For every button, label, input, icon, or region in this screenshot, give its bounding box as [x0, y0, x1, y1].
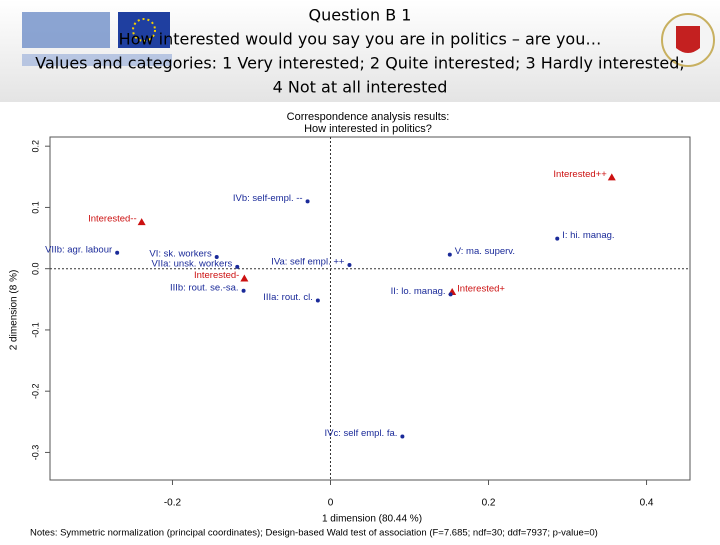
point	[400, 434, 405, 439]
x-tick-label: 0.2	[482, 498, 496, 509]
point	[241, 288, 246, 293]
point-label: VIIa: unsk. workers	[151, 258, 232, 269]
y-axis-label: 2 dimension (8 %)	[9, 270, 20, 351]
point-label: IIIa: rout. cl.	[263, 292, 313, 303]
header-line: Question B 1	[309, 6, 412, 25]
point	[235, 264, 240, 269]
x-tick-label: 0.4	[640, 498, 654, 509]
point	[305, 199, 310, 204]
header-line: 4 Not at all interested	[273, 78, 448, 97]
y-tick-label: -0.3	[30, 445, 40, 461]
x-tick-label: -0.2	[164, 498, 182, 509]
header-line: Values and categories: 1 Very interested…	[35, 54, 685, 73]
point-label: Interested+	[457, 283, 505, 294]
point	[115, 250, 120, 255]
point-label: II: lo. manag.	[391, 286, 446, 297]
point	[555, 236, 560, 241]
point	[240, 274, 249, 282]
point-label: Interested--	[88, 214, 137, 225]
y-tick-label: 0.0	[30, 262, 40, 275]
point-label: IIIb: rout. se.-sa.	[170, 282, 239, 293]
y-tick-label: -0.2	[30, 383, 40, 399]
point-label: IVa: self empl. ++	[271, 257, 345, 268]
point-label: V: ma. superv.	[455, 246, 515, 257]
x-axis-label: 1 dimension (80.44 %)	[322, 514, 422, 525]
point	[347, 263, 352, 268]
point	[315, 298, 320, 303]
point-label: VI: sk. workers	[149, 249, 212, 260]
point-label: Interested++	[553, 169, 607, 180]
point-label: VIIb: agr. labour	[45, 244, 112, 255]
point-label: Interested-	[194, 270, 239, 281]
header-line: How interested would you say you are in …	[119, 30, 602, 49]
y-tick-label: -0.1	[30, 322, 40, 338]
point	[447, 252, 452, 257]
point	[137, 218, 146, 226]
logo-left	[22, 12, 172, 66]
chart-title: How interested in politics?	[304, 123, 432, 135]
point	[214, 255, 219, 260]
point	[607, 173, 616, 181]
point-label: I: hi. manag.	[562, 230, 614, 241]
point	[448, 292, 453, 297]
point-label: IVc: self empl. fa.	[325, 428, 398, 439]
x-tick-label: 0	[328, 498, 334, 509]
point-label: IVb: self-empl. --	[233, 193, 303, 204]
notes: Notes: Symmetric normalization (principa…	[30, 528, 598, 539]
chart-title: Correspondence analysis results:	[287, 111, 450, 123]
y-tick-label: 0.1	[30, 201, 40, 214]
y-tick-label: 0.2	[30, 140, 40, 153]
logo-right	[661, 13, 715, 67]
plot-frame	[49, 136, 691, 481]
